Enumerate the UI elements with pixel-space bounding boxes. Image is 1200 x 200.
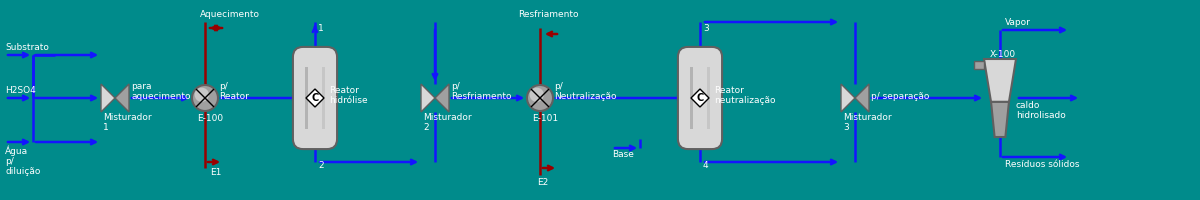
Polygon shape xyxy=(115,84,130,112)
Text: Reator
neutralização: Reator neutralização xyxy=(714,86,775,105)
FancyBboxPatch shape xyxy=(690,67,694,129)
FancyBboxPatch shape xyxy=(707,67,710,129)
Polygon shape xyxy=(436,84,449,112)
Circle shape xyxy=(529,88,544,102)
Text: E-100: E-100 xyxy=(197,114,223,123)
Text: 2: 2 xyxy=(318,161,324,170)
Polygon shape xyxy=(841,84,854,112)
Polygon shape xyxy=(984,59,1016,102)
FancyBboxPatch shape xyxy=(305,67,308,129)
Text: Base: Base xyxy=(612,150,634,159)
Text: 3: 3 xyxy=(703,24,709,33)
Text: Água
p/
diluição: Água p/ diluição xyxy=(5,145,41,176)
Circle shape xyxy=(194,88,209,102)
Text: para
aquecimento: para aquecimento xyxy=(131,82,191,101)
Polygon shape xyxy=(991,102,1009,137)
Text: Misturador
1: Misturador 1 xyxy=(103,113,151,132)
Text: E2: E2 xyxy=(538,178,548,187)
Text: C: C xyxy=(696,93,703,103)
Text: Resíduos sólidos: Resíduos sólidos xyxy=(1006,160,1080,169)
Text: p/ separação: p/ separação xyxy=(871,92,929,101)
Text: p/
Resfriamento: p/ Resfriamento xyxy=(451,82,511,101)
Text: Misturador
3: Misturador 3 xyxy=(842,113,892,132)
Polygon shape xyxy=(101,84,115,112)
Text: Resfriamento: Resfriamento xyxy=(518,10,578,19)
Circle shape xyxy=(527,85,553,111)
Circle shape xyxy=(192,85,218,111)
Text: Substrato: Substrato xyxy=(5,43,49,52)
Text: 1: 1 xyxy=(318,24,324,33)
Text: p/
Neutralização: p/ Neutralização xyxy=(554,82,617,101)
Polygon shape xyxy=(691,89,709,107)
Text: Aquecimento: Aquecimento xyxy=(200,10,260,19)
FancyBboxPatch shape xyxy=(974,61,984,69)
Text: E1: E1 xyxy=(210,168,221,177)
Text: X-100: X-100 xyxy=(990,50,1016,59)
Text: E-101: E-101 xyxy=(532,114,558,123)
Polygon shape xyxy=(854,84,869,112)
FancyBboxPatch shape xyxy=(322,67,325,129)
Polygon shape xyxy=(306,89,324,107)
Text: 4: 4 xyxy=(703,161,709,170)
Text: Misturador
2: Misturador 2 xyxy=(424,113,472,132)
Text: H2SO4: H2SO4 xyxy=(5,86,36,95)
Text: caldo
hidrolisado: caldo hidrolisado xyxy=(1016,101,1066,120)
FancyBboxPatch shape xyxy=(293,47,337,149)
Text: Vapor: Vapor xyxy=(1006,18,1031,27)
Text: C: C xyxy=(311,93,319,103)
Polygon shape xyxy=(421,84,436,112)
Text: p/
Reator: p/ Reator xyxy=(220,82,248,101)
FancyBboxPatch shape xyxy=(678,47,722,149)
Text: Reator
hidrólise: Reator hidrólise xyxy=(329,86,367,105)
